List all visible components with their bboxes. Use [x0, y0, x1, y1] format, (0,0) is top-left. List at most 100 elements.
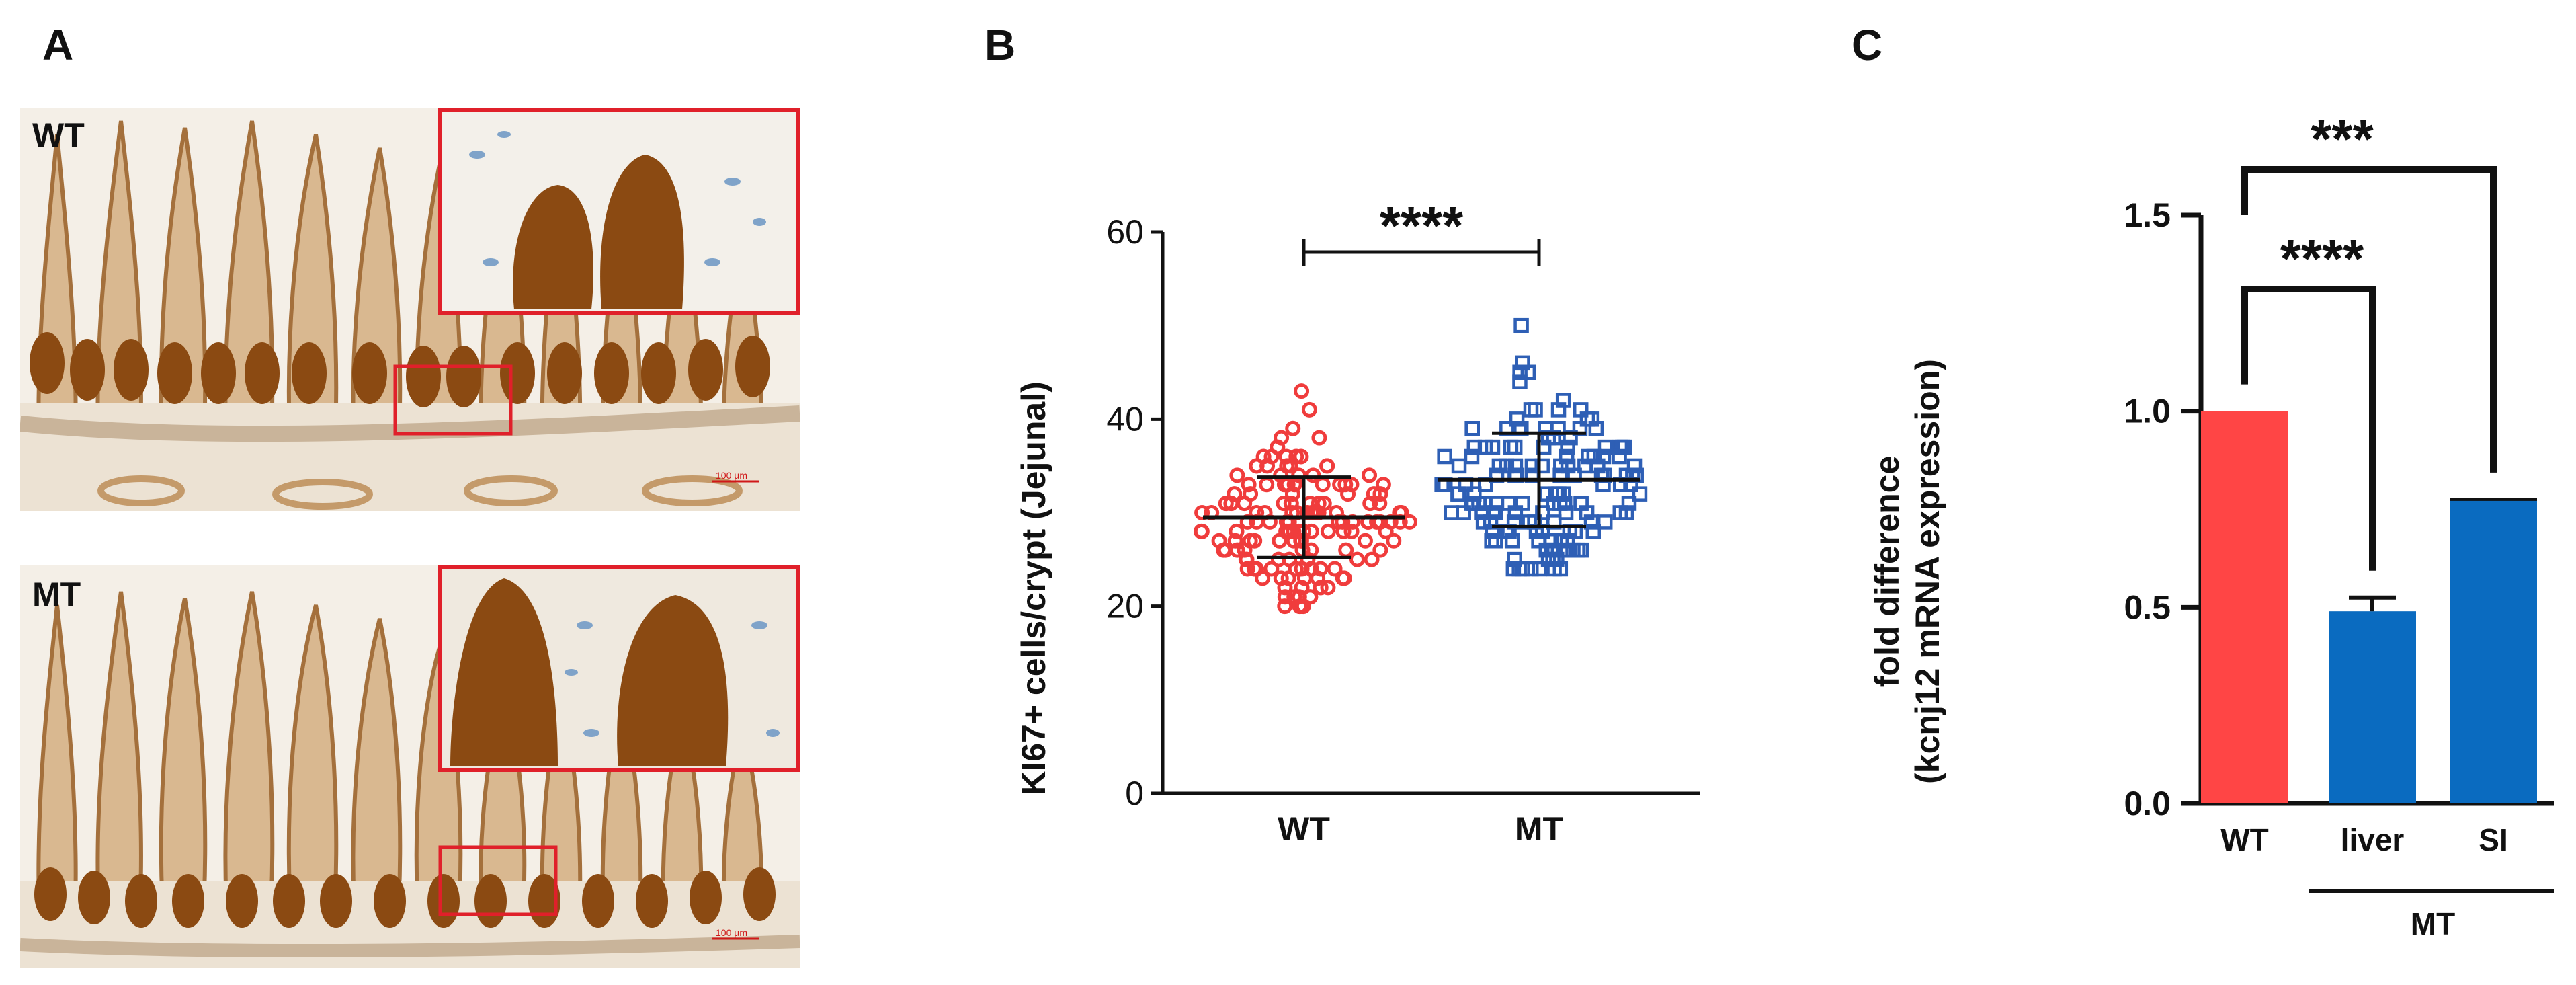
chart-b-point-mt: [1515, 355, 1530, 371]
chart-b-point-mt: [1485, 439, 1501, 455]
chart-b-ytick-label: 0: [1125, 775, 1144, 812]
chart-b-point-wt: [1263, 561, 1280, 577]
micrograph-wt-label: WT: [32, 116, 85, 154]
chart-b-point-wt: [1227, 486, 1243, 502]
chart-b-point-mt: [1464, 421, 1480, 436]
micrograph-mt-label: MT: [32, 576, 81, 613]
chart-b-point-wt: [1277, 589, 1293, 605]
chart-b-point-wt: [1375, 477, 1391, 493]
chart-b-sig-label: ****: [1380, 196, 1464, 255]
chart-b-point-mt: [1437, 448, 1452, 465]
chart-b-point-mt: [1512, 374, 1528, 389]
chart-c-ytick-label: 0.0: [2124, 785, 2171, 822]
chart-b-point-mt: [1583, 514, 1599, 530]
chart-b-point-mt: [1465, 496, 1481, 511]
panel-a-letter: A: [42, 21, 74, 69]
chart-b-point-wt: [1227, 533, 1243, 549]
chart-c-xtick-label: SI: [2479, 822, 2507, 857]
chart-b-point-mt: [1501, 496, 1516, 511]
chart-c-bar-wt: [2201, 411, 2288, 803]
chart-b-point-mt: [1504, 533, 1520, 549]
chart-b-point-wt: [1237, 542, 1253, 558]
chart-b-point-wt: [1276, 496, 1292, 512]
chart-b-point-mt: [1621, 496, 1637, 511]
chart-b-point-wt: [1218, 496, 1234, 512]
chart-b-xtick-label: MT: [1515, 810, 1563, 848]
chart-b-point-mt: [1488, 505, 1503, 520]
chart-b-point-wt: [1239, 551, 1255, 567]
chart-b-point-wt: [1288, 448, 1304, 465]
chart-b-point-wt: [1216, 542, 1232, 558]
chart-b-point-mt: [1444, 505, 1459, 520]
chart-c-xtick-label: liver: [2341, 822, 2405, 857]
chart-b-point-mt: [1507, 458, 1524, 474]
chart-b-point-wt: [1338, 542, 1354, 558]
chart-b-point-mt: [1534, 458, 1550, 474]
scale-bar-mt: 100 µm: [716, 927, 747, 938]
chart-c-bar: fold difference (kcnj12 mRNA expression)…: [1868, 109, 2554, 941]
chart-b-point-wt: [1239, 561, 1255, 577]
chart-b-point-wt: [1313, 561, 1329, 577]
chart-b-point-wt: [1357, 533, 1373, 549]
chart-b-point-wt: [1288, 561, 1304, 577]
chart-b-point-wt: [1272, 533, 1288, 549]
micrograph-mt: 100 µm: [20, 565, 800, 968]
chart-b-point-wt: [1243, 486, 1259, 502]
chart-b-point-mt: [1586, 448, 1602, 465]
chart-b-point-mt: [1590, 458, 1606, 474]
chart-b-point-mt: [1614, 439, 1630, 455]
chart-b-point-wt: [1378, 523, 1394, 539]
chart-b-point-mt: [1509, 411, 1525, 427]
chart-b-point-wt: [1305, 467, 1321, 483]
chart-b-point-mt: [1456, 505, 1471, 520]
chart-b-point-mt: [1513, 317, 1529, 333]
chart-c-sig-label-wt-si: ***: [2311, 109, 2374, 169]
chart-b-point-wt: [1259, 458, 1276, 474]
chart-b-point-wt: [1311, 496, 1327, 512]
chart-b-point-mt: [1484, 533, 1499, 549]
chart-b-point-wt: [1319, 458, 1335, 474]
chart-b-point-wt: [1362, 496, 1378, 512]
chart-c-bar-liver: [2329, 611, 2416, 803]
chart-b-point-mt: [1531, 533, 1546, 549]
chart-b-point-mt: [1524, 561, 1539, 577]
chart-b-point-wt: [1327, 561, 1343, 577]
chart-b-point-wt: [1229, 523, 1245, 539]
chart-b-point-mt: [1560, 439, 1575, 455]
chart-b-point-mt: [1556, 542, 1573, 558]
chart-c-ylabel-line-1: fold difference: [1868, 456, 1906, 687]
chart-c-ylabel-line-2: (kcnj12 mRNA expression): [1909, 359, 1946, 784]
chart-b-point-mt: [1512, 364, 1528, 380]
chart-b-point-mt: [1550, 486, 1567, 502]
chart-b-point-wt: [1386, 533, 1402, 549]
chart-c-sig-bracket-wt-si: [2241, 166, 2497, 473]
chart-b-point-mt: [1550, 402, 1567, 418]
scale-bar-wt: 100 µm: [716, 470, 747, 481]
chart-b-point-mt: [1585, 524, 1601, 539]
chart-b-ylabel: KI67+ cells/crypt (Jejunal): [1015, 381, 1052, 795]
chart-b-point-wt: [1313, 580, 1329, 596]
chart-b-point-mt: [1553, 458, 1569, 474]
chart-b-point-wt: [1293, 448, 1309, 465]
chart-b-point-mt: [1626, 458, 1643, 474]
chart-b-point-mt: [1535, 505, 1550, 520]
panel-b-letter: B: [985, 21, 1016, 69]
chart-b-point-wt: [1291, 467, 1307, 483]
chart-b-point-mt: [1573, 402, 1589, 418]
chart-b-point-wt: [1320, 523, 1336, 539]
micrograph-mt-image: 100 µm: [20, 565, 800, 968]
chart-b-point-wt: [1277, 580, 1293, 596]
chart-b-point-mt: [1632, 486, 1648, 502]
chart-b-point-wt: [1320, 580, 1336, 596]
chart-c-ytick-label: 1.5: [2124, 196, 2171, 234]
chart-b-point-wt: [1285, 420, 1301, 436]
chart-b-point-wt: [1194, 523, 1210, 539]
chart-b-point-mt: [1597, 439, 1614, 455]
panel-c-letter: C: [1852, 21, 1883, 69]
chart-b-point-wt: [1335, 523, 1352, 539]
chart-b-point-wt: [1362, 467, 1378, 483]
chart-b-point-wt: [1277, 598, 1293, 615]
chart-b-point-wt: [1335, 570, 1351, 586]
micrograph-wt: 100 µm: [20, 108, 800, 511]
chart-b-point-mt: [1573, 542, 1589, 558]
